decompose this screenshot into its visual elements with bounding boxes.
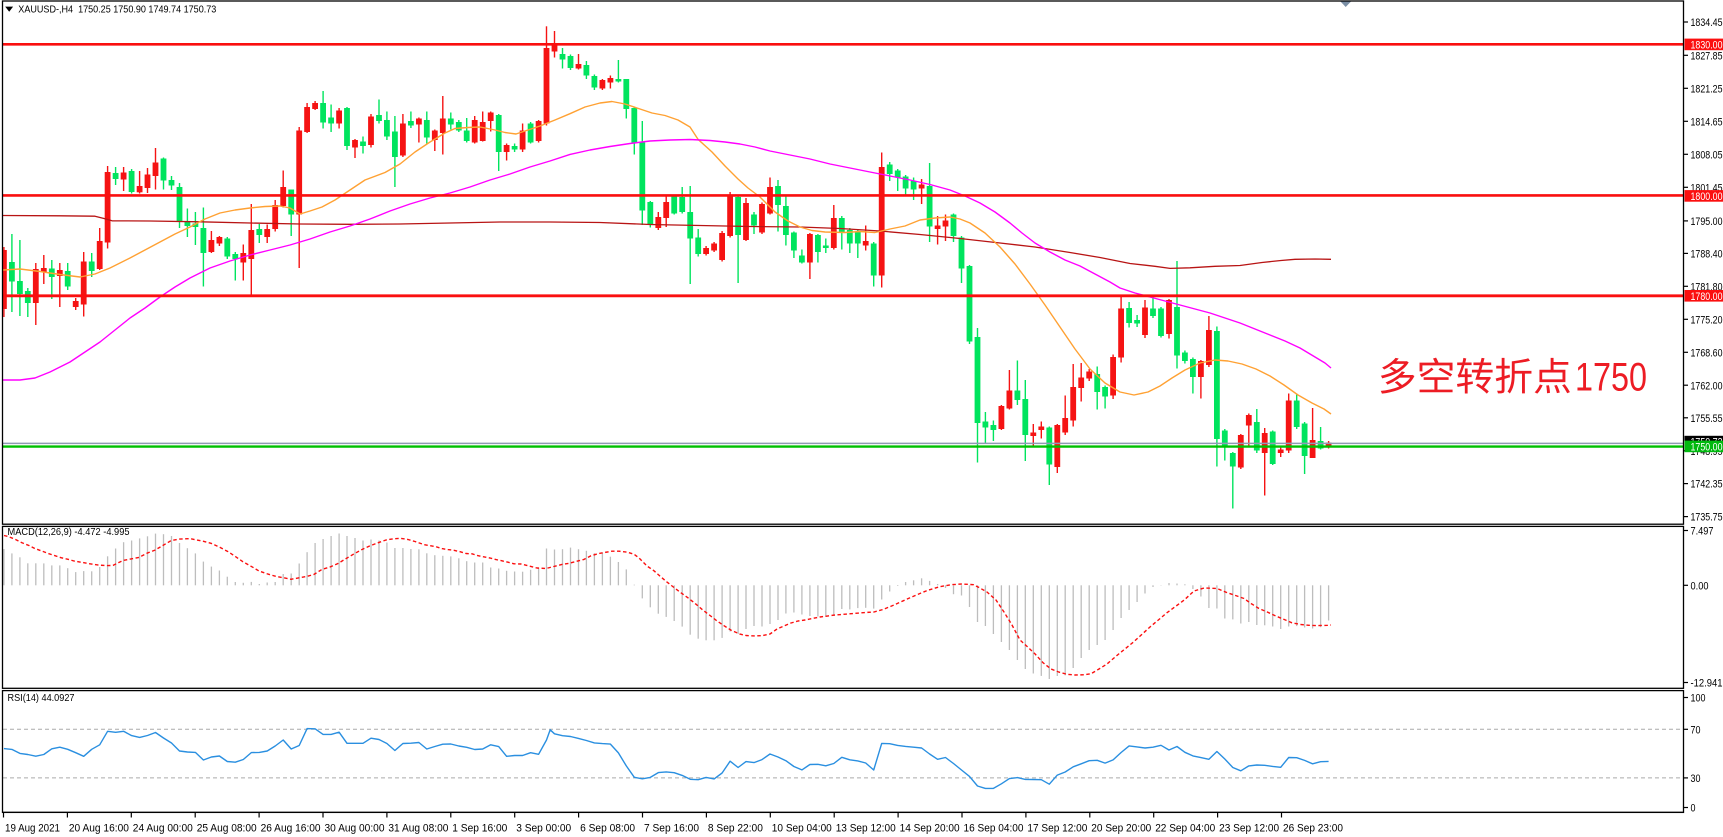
svg-text:1742.35: 1742.35 [1691, 479, 1723, 491]
svg-text:3 Sep 00:00: 3 Sep 00:00 [516, 823, 571, 835]
svg-text:25 Aug 08:00: 25 Aug 08:00 [197, 823, 257, 835]
svg-text:1808.05: 1808.05 [1691, 149, 1723, 161]
svg-text:30 Aug 00:00: 30 Aug 00:00 [325, 823, 385, 835]
svg-text:1750: 1750 [1575, 356, 1647, 400]
svg-text:70: 70 [1691, 724, 1701, 736]
svg-text:1795.00: 1795.00 [1691, 216, 1723, 228]
svg-text:1788.40: 1788.40 [1691, 249, 1723, 261]
svg-text:8 Sep 22:00: 8 Sep 22:00 [708, 823, 763, 835]
svg-text:1768.60: 1768.60 [1691, 347, 1723, 359]
svg-text:16 Sep 04:00: 16 Sep 04:00 [964, 823, 1024, 835]
svg-text:24 Aug 00:00: 24 Aug 00:00 [133, 823, 193, 835]
svg-text:1780.00: 1780.00 [1691, 291, 1723, 303]
svg-text:1834.45: 1834.45 [1691, 17, 1723, 29]
svg-text:22 Sep 04:00: 22 Sep 04:00 [1155, 823, 1215, 835]
svg-text:MACD(12,26,9) -4.472 -4.995: MACD(12,26,9) -4.472 -4.995 [8, 526, 130, 538]
svg-text:0: 0 [1691, 803, 1696, 815]
svg-text:30: 30 [1691, 773, 1701, 785]
svg-text:13 Sep 12:00: 13 Sep 12:00 [836, 823, 896, 835]
svg-text:7 Sep 16:00: 7 Sep 16:00 [644, 823, 699, 835]
svg-text:10 Sep 04:00: 10 Sep 04:00 [772, 823, 832, 835]
svg-text:1814.65: 1814.65 [1691, 116, 1723, 128]
svg-text:RSI(14) 44.0927: RSI(14) 44.0927 [8, 692, 75, 704]
svg-text:26 Aug 16:00: 26 Aug 16:00 [261, 823, 321, 835]
svg-text:1750.00: 1750.00 [1691, 442, 1723, 454]
svg-text:1 Sep 16:00: 1 Sep 16:00 [452, 823, 507, 835]
svg-text:23 Sep 12:00: 23 Sep 12:00 [1219, 823, 1279, 835]
svg-text:6 Sep 08:00: 6 Sep 08:00 [580, 823, 635, 835]
svg-text:17 Sep 12:00: 17 Sep 12:00 [1027, 823, 1087, 835]
svg-text:XAUUSD-,H4 1750.25 1750.90 17: XAUUSD-,H4 1750.25 1750.90 1749.74 1750.… [18, 4, 216, 16]
svg-text:14 Sep 20:00: 14 Sep 20:00 [900, 823, 960, 835]
svg-text:1762.00: 1762.00 [1691, 380, 1723, 392]
svg-text:31 Aug 08:00: 31 Aug 08:00 [388, 823, 448, 835]
svg-text:1821.25: 1821.25 [1691, 83, 1723, 95]
svg-text:1735.75: 1735.75 [1691, 512, 1723, 524]
svg-text:1800.00: 1800.00 [1691, 191, 1723, 203]
svg-text:7.497: 7.497 [1691, 526, 1714, 538]
svg-text:0.00: 0.00 [1691, 580, 1709, 592]
svg-text:20 Aug 16:00: 20 Aug 16:00 [69, 823, 129, 835]
svg-text:20 Sep 20:00: 20 Sep 20:00 [1091, 823, 1151, 835]
svg-text:1830.00: 1830.00 [1691, 40, 1723, 52]
svg-text:1775.20: 1775.20 [1691, 314, 1723, 326]
svg-text:1827.85: 1827.85 [1691, 50, 1723, 62]
svg-text:100: 100 [1691, 693, 1706, 705]
svg-text:26 Sep 23:00: 26 Sep 23:00 [1283, 823, 1343, 835]
svg-text:19 Aug 2021: 19 Aug 2021 [5, 823, 60, 835]
svg-text:1755.55: 1755.55 [1691, 413, 1723, 425]
svg-text:-12.941: -12.941 [1691, 678, 1723, 690]
